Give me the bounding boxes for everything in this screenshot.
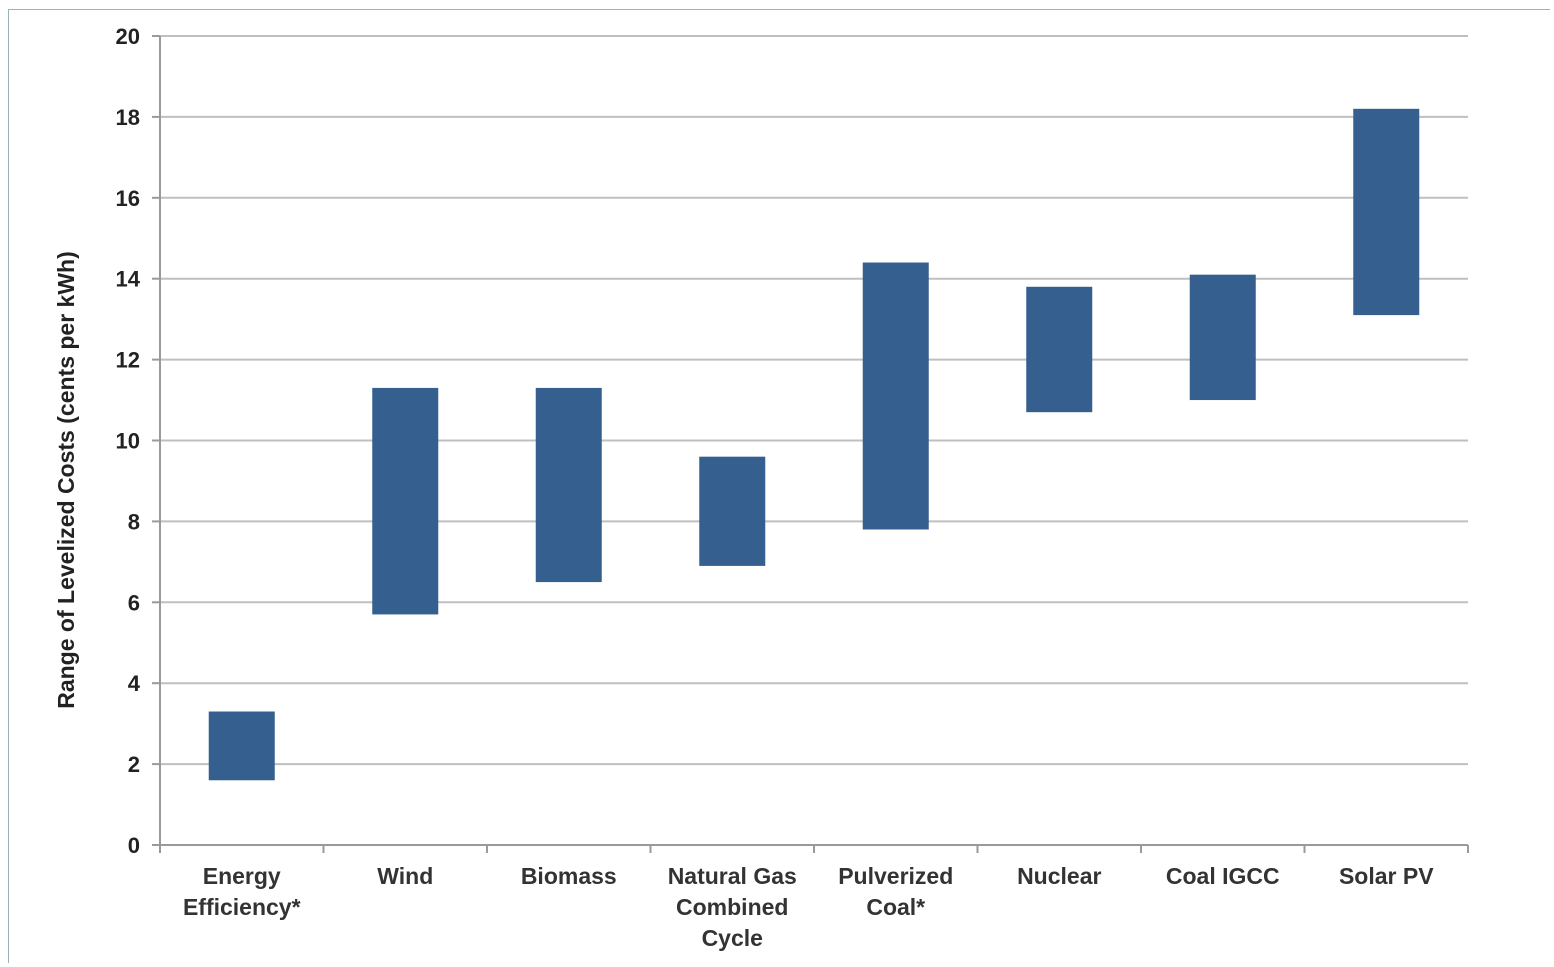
gridlines: [160, 35, 1468, 766]
range-bar: [208, 711, 275, 781]
x-tick-label: Nuclear: [1017, 863, 1101, 889]
x-tick-label: Energy Efficiency*: [183, 863, 301, 920]
y-tick-labels: 0 2 4 6 8 10 12 14 16 18 20: [116, 24, 141, 858]
range-bar: [1353, 108, 1420, 316]
y-tick-label: 6: [128, 590, 140, 615]
range-bar: [535, 387, 602, 583]
x-tick-label: Coal IGCC: [1166, 863, 1280, 889]
x-tick-labels: Energy Efficiency* Wind Biomass Natural Gas C…: [183, 863, 1434, 951]
range-bar: [1189, 274, 1256, 401]
y-tick-label: 8: [128, 509, 140, 534]
range-bar: [1026, 286, 1093, 413]
x-tick-label: Biomass: [521, 863, 617, 889]
range-bar: [699, 456, 766, 566]
y-tick-label: 12: [116, 348, 140, 373]
y-axis-title: Range of Levelized Costs (cents per kWh): [53, 251, 79, 709]
chart-frame: [8, 9, 1550, 963]
axes: [152, 35, 1469, 853]
y-tick-label: 10: [116, 429, 140, 454]
y-tick-label: 4: [128, 671, 141, 696]
range-bar: [862, 262, 929, 530]
x-tick-label: Solar PV: [1339, 863, 1434, 889]
y-tick-label: 14: [116, 267, 141, 292]
x-tick-label: Pulverized Coal*: [838, 863, 953, 920]
y-tick-label: 18: [116, 105, 140, 130]
y-tick-label: 0: [128, 833, 140, 858]
y-tick-label: 2: [128, 752, 140, 777]
bars: [208, 108, 1420, 781]
range-bar: [372, 387, 439, 615]
y-tick-label: 16: [116, 186, 140, 211]
x-tick-label: Natural Gas Combined Cycle: [668, 863, 797, 951]
x-tick-label: Wind: [377, 863, 433, 889]
y-tick-label: 20: [116, 24, 140, 49]
